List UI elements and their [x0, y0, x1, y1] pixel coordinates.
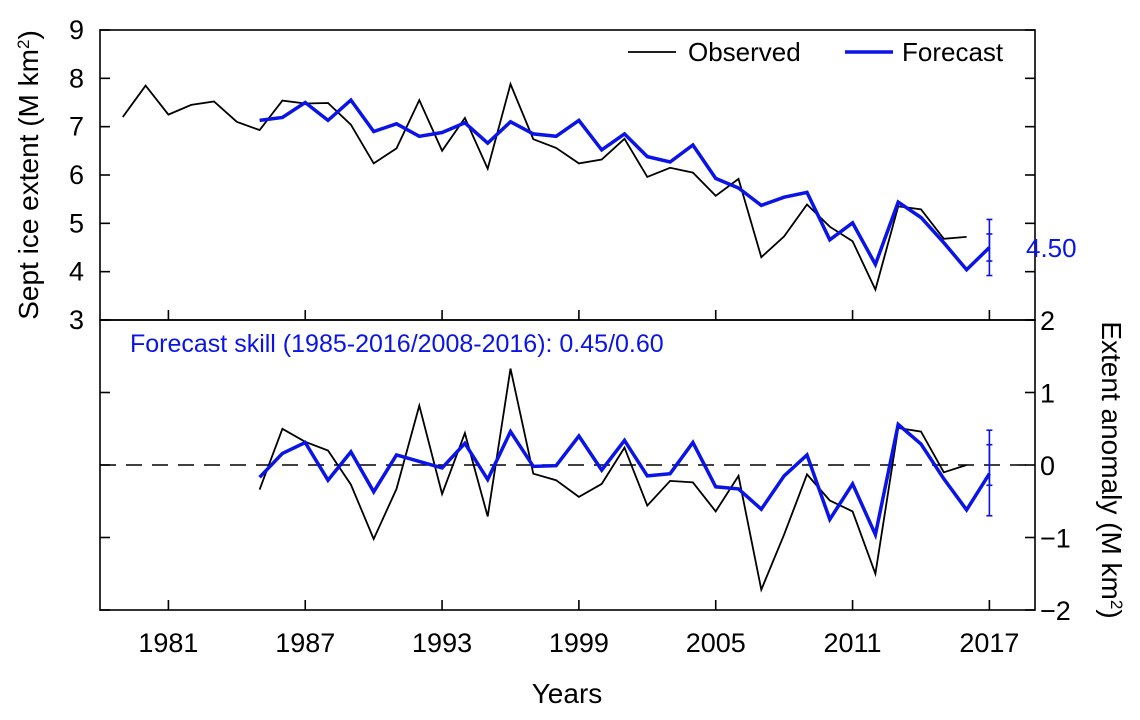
- bottom-y-axis-title: Extent anomaly (M km2): [1096, 321, 1127, 618]
- x-axis-ticks: 1981 1987 1993 1999 2005 2011 2017: [138, 310, 1019, 658]
- top-y-axis-title-superscript: 2: [14, 40, 33, 49]
- bottom-y-axis-ticks: −2 −1 0 1 2: [100, 306, 1071, 626]
- bottom-panel: −2 −1 0 1 2 1981 1987 1993 1999 2005 2011 2017 For…: [99, 306, 1127, 709]
- bottom-y-axis-title-superscript: 2: [1108, 600, 1127, 609]
- x-tick-label: 1999: [549, 628, 609, 658]
- top-observed-line: [122, 81, 967, 293]
- bottom-series-layer: [258, 368, 991, 593]
- top-y-axis-title-close: ): [13, 30, 44, 39]
- bottom-y-tick-label: −1: [1040, 524, 1071, 554]
- forecast-skill-annotation: Forecast skill (1985-2016/2008-2016): 0.…: [130, 330, 664, 358]
- bottom-y-tick-label: 2: [1040, 306, 1055, 336]
- top-series-layer: [122, 81, 991, 293]
- bottom-y-tick-label: 0: [1040, 451, 1055, 481]
- legend-observed-label: Observed: [688, 37, 801, 67]
- top-y-axis-ticks: 3 4 5 6 7 8 9: [69, 15, 1035, 335]
- legend-forecast-label: Forecast: [902, 37, 1004, 67]
- top-y-tick-label: 8: [69, 63, 84, 93]
- top-y-tick-label: 4: [69, 257, 84, 287]
- bottom-y-tick-label: 1: [1040, 379, 1055, 409]
- legend: Observed Forecast: [628, 37, 1004, 67]
- forecast-value-label: 4.50: [1026, 233, 1077, 263]
- bottom-error-bars: [986, 429, 993, 517]
- top-forecast-line: [259, 97, 991, 273]
- top-y-axis-title-main: Sept ice extent (M km: [13, 49, 44, 320]
- top-y-tick-label: 6: [69, 160, 84, 190]
- x-tick-label: 2017: [959, 628, 1019, 658]
- x-tick-label: 2005: [686, 628, 746, 658]
- x-tick-label: 1981: [138, 628, 198, 658]
- top-panel: 3 4 5 6 7 8 9 4.50 Observed Forecast Sept ice …: [13, 15, 1077, 335]
- x-tick-label: 2011: [824, 628, 882, 658]
- bottom-y-axis-title-close: ): [1096, 609, 1127, 618]
- bottom-y-tick-label: −2: [1040, 596, 1071, 626]
- top-plot-frame: [99, 29, 1036, 321]
- x-tick-label: 1993: [412, 628, 472, 658]
- bottom-observed-line: [258, 368, 967, 593]
- top-y-tick-label: 7: [69, 112, 84, 142]
- x-tick-label: 1987: [275, 628, 335, 658]
- top-y-tick-label: 3: [69, 305, 84, 335]
- top-y-axis-title: Sept ice extent (M km2): [13, 30, 44, 320]
- x-axis-title: Years: [532, 678, 603, 709]
- top-y-tick-label: 9: [69, 15, 84, 45]
- top-y-tick-label: 5: [69, 208, 84, 238]
- top-error-bars: [986, 218, 993, 277]
- bottom-y-axis-title-main: Extent anomaly (M km: [1096, 321, 1127, 600]
- bottom-forecast-line: [258, 421, 991, 541]
